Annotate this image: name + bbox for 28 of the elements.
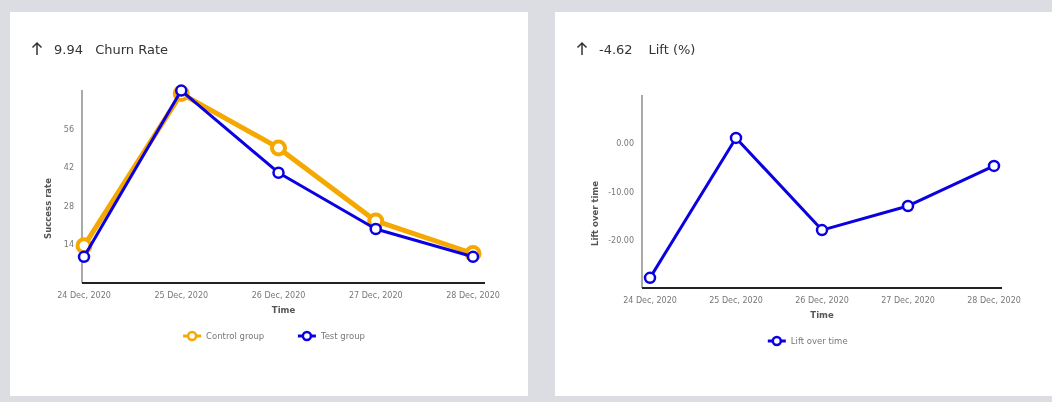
x-tick-label: 27 Dec, 2020 xyxy=(881,296,935,305)
legend-label: Control group xyxy=(206,331,265,341)
legend-label: Lift over time xyxy=(790,336,848,346)
y-tick-label: 0.00 xyxy=(616,139,634,149)
y-tick-label: -20.00 xyxy=(608,235,634,245)
y-axis-title: Success rate xyxy=(43,177,53,239)
x-axis-title: Time xyxy=(271,305,296,315)
x-tick-label: 24 Dec, 2020 xyxy=(57,291,111,300)
x-tick-label: 25 Dec, 2020 xyxy=(154,291,209,300)
x-tick-label: 24 Dec, 2020 xyxy=(623,296,677,305)
x-tick-label: 26 Dec, 2020 xyxy=(251,291,306,300)
x-tick-label: 27 Dec, 2020 xyxy=(348,291,403,300)
x-tick-label: 28 Dec, 2020 xyxy=(967,296,1021,305)
chart-title: Lift (%) xyxy=(648,42,696,57)
legend-label: Test group xyxy=(319,331,366,341)
y-tick-label: 14 xyxy=(63,240,74,250)
text: -4.62 xyxy=(599,42,633,57)
y-tick-label: 42 xyxy=(63,163,74,173)
x-tick-label: 28 Dec, 2020 xyxy=(446,291,500,300)
y-tick-label: 28 xyxy=(63,201,74,211)
y-axis-title: Lift over time xyxy=(590,180,600,246)
chart-title: Churn Rate xyxy=(95,42,169,57)
x-tick-label: 25 Dec, 2020 xyxy=(709,296,763,305)
x-tick-label: 26 Dec, 2020 xyxy=(795,296,849,305)
text: 9.94 xyxy=(54,42,83,57)
y-tick-label: 56 xyxy=(63,124,74,134)
y-tick-label: -10.00 xyxy=(608,187,634,197)
x-axis-title: Time xyxy=(810,310,834,320)
